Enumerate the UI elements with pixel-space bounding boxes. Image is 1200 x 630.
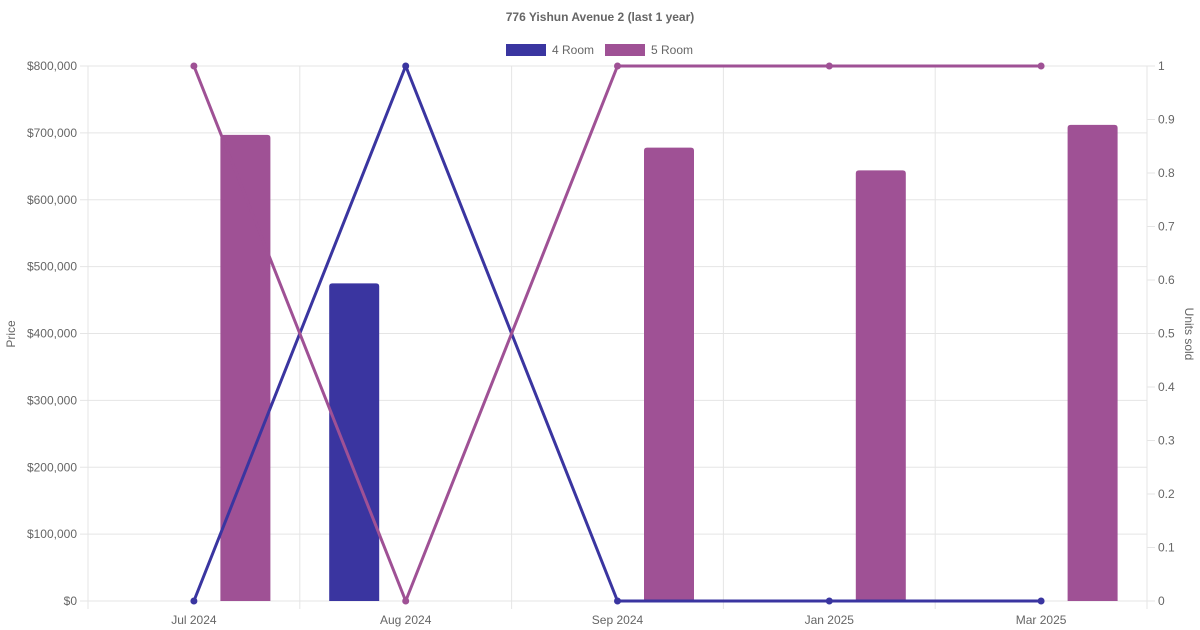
y-right-tick-label: 1 [1158,59,1165,73]
point-5-room [190,62,198,70]
bar-5-room [1067,124,1118,601]
legend-swatch-4-room [506,44,546,56]
x-tick-label: Sep 2024 [592,613,644,627]
y-right-tick-labels: 0 0.1 0.2 0.3 0.4 0.5 0.6 0.7 0.8 0.9 1 [1158,59,1175,608]
x-tick-label: Jan 2025 [805,613,855,627]
legend-swatch-5-room [605,44,645,56]
bar-4-room [329,283,380,601]
y-left-tick-label: $400,000 [27,327,77,341]
x-tick-label: Jul 2024 [171,613,217,627]
y-left-tick-label: $500,000 [27,260,77,274]
y-left-tick-label: $0 [64,594,78,608]
point-5-room [1037,62,1045,70]
point-4-room [825,597,833,605]
bars [220,124,1118,601]
x-tick-label: Aug 2024 [380,613,432,627]
y-right-tick-label: 0.9 [1158,113,1175,127]
y-right-tick-label: 0.2 [1158,487,1175,501]
y-left-tick-label: $300,000 [27,393,77,407]
point-5-room [825,62,833,70]
y-right-tick-label: 0.4 [1158,380,1175,394]
point-4-room [614,597,621,605]
point-5-room [402,597,410,605]
y-right-axis-title: Units sold [1182,308,1196,361]
y-right-tick-label: 0 [1158,594,1165,608]
y-left-tick-labels: $0 $100,000 $200,000 $300,000 $400,000 $500,0… [27,59,77,608]
y-left-tick-label: $800,000 [27,59,77,73]
y-right-tick-label: 0.5 [1158,327,1175,341]
point-4-room [402,62,410,70]
y-right-tick-label: 0.3 [1158,434,1175,448]
y-left-tick-label: $100,000 [27,527,77,541]
y-right-tick-label: 0.7 [1158,220,1175,234]
legend-label-4-room: 4 Room [552,43,594,57]
chart-title: 776 Yishun Avenue 2 (last 1 year) [506,10,695,24]
bar-5-room [220,134,271,601]
y-right-tick-label: 0.8 [1158,166,1175,180]
bar-5-room [644,147,694,601]
legend-label-5-room: 5 Room [651,43,693,57]
lines [190,62,1045,605]
y-right-tick-label: 0.1 [1158,541,1175,555]
point-4-room [190,597,198,605]
y-right-tick-label: 0.6 [1158,273,1175,287]
x-tick-labels: Jul 2024 Aug 2024 Sep 2024 Jan 2025 Mar 2025 [171,613,1067,627]
y-left-tick-label: $600,000 [27,193,77,207]
y-left-tick-label: $200,000 [27,460,77,474]
legend: 4 Room 5 Room [506,43,693,57]
point-4-room [1037,597,1045,605]
y-left-axis-title: Price [4,320,18,348]
point-5-room [614,62,621,70]
x-tick-label: Mar 2025 [1016,613,1067,627]
y-left-tick-label: $700,000 [27,126,77,140]
bar-5-room [855,170,906,601]
